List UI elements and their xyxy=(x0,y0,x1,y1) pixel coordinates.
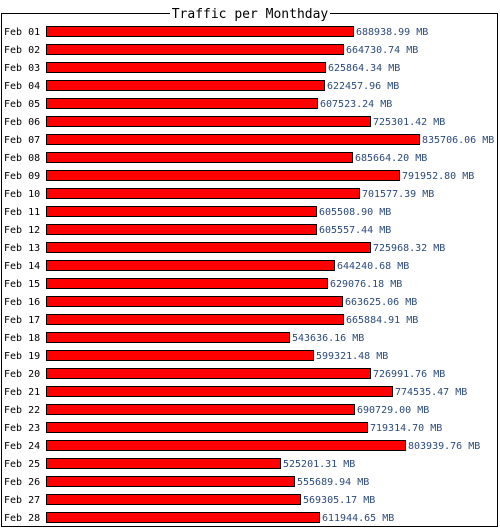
value-label: 569305.17 MB xyxy=(303,495,375,506)
category-label: Feb 25 xyxy=(4,459,40,470)
bar xyxy=(46,62,326,73)
bar xyxy=(46,458,281,469)
value-label: 725968.32 MB xyxy=(373,243,445,254)
category-label: Feb 05 xyxy=(4,99,40,110)
bar xyxy=(46,350,314,361)
bar xyxy=(46,170,400,181)
category-label: Feb 13 xyxy=(4,243,40,254)
category-label: Feb 14 xyxy=(4,261,40,272)
category-label: Feb 18 xyxy=(4,333,40,344)
value-label: 663625.06 MB xyxy=(345,297,417,308)
category-label: Feb 12 xyxy=(4,225,40,236)
bar xyxy=(46,98,318,109)
category-label: Feb 22 xyxy=(4,405,40,416)
category-label: Feb 01 xyxy=(4,27,40,38)
value-label: 611944.65 MB xyxy=(322,513,394,524)
value-label: 622457.96 MB xyxy=(327,81,399,92)
category-label: Feb 08 xyxy=(4,153,40,164)
category-label: Feb 21 xyxy=(4,387,40,398)
value-label: 555689.94 MB xyxy=(297,477,369,488)
bar xyxy=(46,224,317,235)
bar xyxy=(46,368,371,379)
bar xyxy=(46,476,295,487)
bar xyxy=(46,116,371,127)
bar xyxy=(46,278,328,289)
value-label: 835706.06 MB xyxy=(422,135,494,146)
value-label: 803939.76 MB xyxy=(408,441,480,452)
value-label: 665884.91 MB xyxy=(346,315,418,326)
category-label: Feb 17 xyxy=(4,315,40,326)
category-label: Feb 04 xyxy=(4,81,40,92)
bar xyxy=(46,80,325,91)
value-label: 725301.42 MB xyxy=(373,117,445,128)
value-label: 599321.48 MB xyxy=(316,351,388,362)
value-label: 644240.68 MB xyxy=(337,261,409,272)
bar xyxy=(46,494,301,505)
bar xyxy=(46,26,354,37)
category-label: Feb 03 xyxy=(4,63,40,74)
bar xyxy=(46,260,335,271)
bar xyxy=(46,440,406,451)
category-label: Feb 27 xyxy=(4,495,40,506)
category-label: Feb 11 xyxy=(4,207,40,218)
value-label: 701577.39 MB xyxy=(362,189,434,200)
bar xyxy=(46,422,368,433)
value-label: 543636.16 MB xyxy=(292,333,364,344)
category-label: Feb 19 xyxy=(4,351,40,362)
value-label: 688938.99 MB xyxy=(356,27,428,38)
bar xyxy=(46,512,320,523)
bar xyxy=(46,314,344,325)
bar xyxy=(46,404,355,415)
value-label: 525201.31 MB xyxy=(283,459,355,470)
bar xyxy=(46,188,360,199)
value-label: 690729.00 MB xyxy=(357,405,429,416)
value-label: 605508.90 MB xyxy=(319,207,391,218)
value-label: 607523.24 MB xyxy=(320,99,392,110)
bar xyxy=(46,44,344,55)
category-label: Feb 23 xyxy=(4,423,40,434)
category-label: Feb 02 xyxy=(4,45,40,56)
value-label: 625864.34 MB xyxy=(328,63,400,74)
value-label: 726991.76 MB xyxy=(373,369,445,380)
category-label: Feb 20 xyxy=(4,369,40,380)
value-label: 774535.47 MB xyxy=(395,387,467,398)
bar xyxy=(46,296,343,307)
category-label: Feb 24 xyxy=(4,441,40,452)
value-label: 791952.80 MB xyxy=(402,171,474,182)
value-label: 685664.20 MB xyxy=(355,153,427,164)
category-label: Feb 16 xyxy=(4,297,40,308)
value-label: 605557.44 MB xyxy=(319,225,391,236)
category-label: Feb 10 xyxy=(4,189,40,200)
bar xyxy=(46,332,290,343)
category-label: Feb 26 xyxy=(4,477,40,488)
bar xyxy=(46,242,371,253)
category-label: Feb 09 xyxy=(4,171,40,182)
value-label: 629076.18 MB xyxy=(330,279,402,290)
value-label: 664730.74 MB xyxy=(346,45,418,56)
bar xyxy=(46,206,317,217)
value-label: 719314.70 MB xyxy=(370,423,442,434)
bar xyxy=(46,134,420,145)
category-label: Feb 28 xyxy=(4,513,40,524)
category-label: Feb 07 xyxy=(4,135,40,146)
category-label: Feb 15 xyxy=(4,279,40,290)
category-label: Feb 06 xyxy=(4,117,40,128)
bar xyxy=(46,152,353,163)
bar xyxy=(46,386,393,397)
